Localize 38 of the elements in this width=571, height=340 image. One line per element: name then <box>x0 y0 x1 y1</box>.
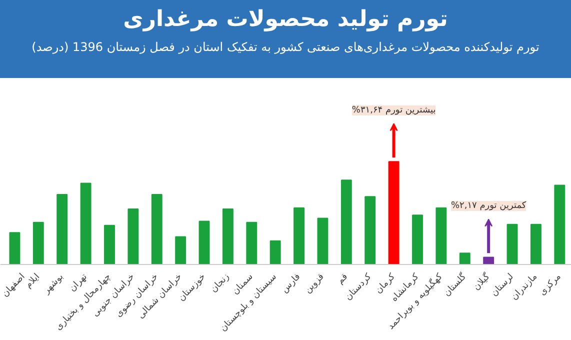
x-tick-label: گلستان <box>440 270 469 299</box>
x-tick-label: فارس <box>280 272 303 296</box>
chart-subtitle: تورم تولیدکننده محصولات مرغداری‌های صنعتی کشور به تفکیک استان در فصل زمستان 1396 (درصد) <box>30 39 540 56</box>
x-tick-label: قم <box>336 272 350 286</box>
bar <box>128 208 139 264</box>
bar <box>222 208 234 264</box>
bar <box>530 224 542 264</box>
bar <box>270 240 281 264</box>
x-tick-label: قزوین <box>303 272 326 296</box>
bar <box>436 207 447 264</box>
bar <box>483 256 494 264</box>
x-tick-label: زنجان <box>209 272 232 295</box>
x-tick-label: مرکزی <box>538 272 564 298</box>
bar <box>32 222 44 264</box>
bar <box>364 196 376 264</box>
annotation: %۳۱,۶۴ بیشترین تورم <box>352 105 436 116</box>
x-tick-label: گیلان <box>470 270 493 293</box>
x-tick-label: بوشهر <box>41 272 66 297</box>
bar <box>459 252 470 264</box>
bar <box>104 224 115 264</box>
bar <box>340 180 352 264</box>
x-tick-label: تهران <box>68 272 90 294</box>
bar <box>554 184 566 264</box>
bar <box>388 161 400 264</box>
x-tick-label: سمنان <box>230 272 256 297</box>
bar <box>175 236 186 264</box>
bar <box>151 194 162 264</box>
bar <box>506 224 518 264</box>
bar <box>198 220 210 264</box>
bar <box>317 218 328 264</box>
bar <box>56 194 68 264</box>
annotation: %۲,۱۷ کمترین تورم <box>450 201 527 212</box>
bar <box>246 222 258 264</box>
bar <box>412 214 423 264</box>
bar <box>294 207 305 264</box>
bar <box>9 232 20 264</box>
chart-title: تورم تولید محصولات مرغداری <box>122 6 449 34</box>
bar <box>80 182 92 264</box>
